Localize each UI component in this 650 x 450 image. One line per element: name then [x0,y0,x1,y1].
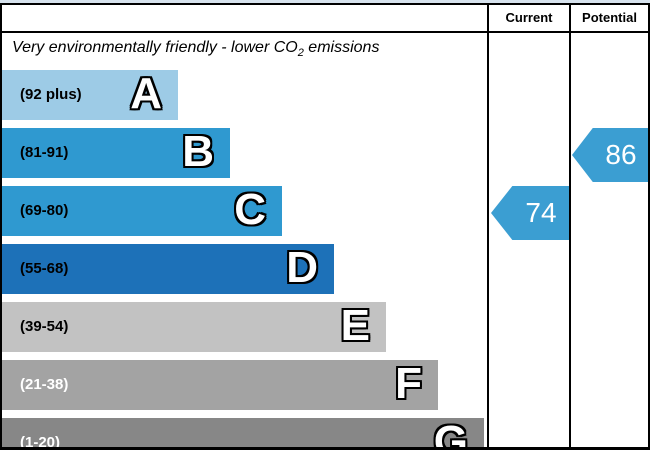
current-column-header: Current [505,10,553,25]
band-row-E: (39-54) E [2,302,386,352]
band-range-label: (1-20) [20,434,61,450]
band-letter: G [433,417,468,450]
band-letter: A [130,69,162,118]
top-strip [0,0,650,3]
potential-rating-value: 86 [605,139,637,170]
band-letter: F [395,359,422,408]
band-row-A: (92 plus) A [2,70,178,120]
band-letter: E [340,301,370,350]
band-range-label: (39-54) [20,318,69,335]
chart-title-text: Very environmentally friendly - lower CO [12,39,298,56]
band-letter: B [182,127,214,176]
current-column-divider [487,3,489,450]
potential-column-divider [569,3,571,450]
band-row-G: (1-20) G [2,418,484,450]
band-letter: D [286,243,318,292]
header-divider [0,31,650,33]
chart-border-left [0,3,2,450]
chart-title: Very environmentally friendly - lower CO… [12,39,482,59]
current-rating-value: 74 [525,197,557,228]
chart-border-bottom [0,447,650,450]
band-row-C: (69-80) C [2,186,282,236]
potential-column-header: Potential [582,10,637,25]
band-row-F: (21-38) F [2,360,438,410]
band-row-D: (55-68) D [2,244,334,294]
chart-title-suffix: emissions [303,39,380,56]
band-range-label: (55-68) [20,260,69,277]
band-letter: C [234,185,266,234]
band-range-label: (92 plus) [20,86,82,103]
chart-border-right [648,3,650,450]
chart-border-top [0,3,650,5]
chart-title-subscript: 2 [297,47,304,60]
band-row-B: (81-91) B [2,128,230,178]
current-rating-arrow: 74 [491,186,570,240]
potential-rating-arrow: 86 [572,128,649,182]
band-range-label: (21-38) [20,376,69,393]
band-range-label: (69-80) [20,202,69,219]
band-range-label: (81-91) [20,144,69,161]
